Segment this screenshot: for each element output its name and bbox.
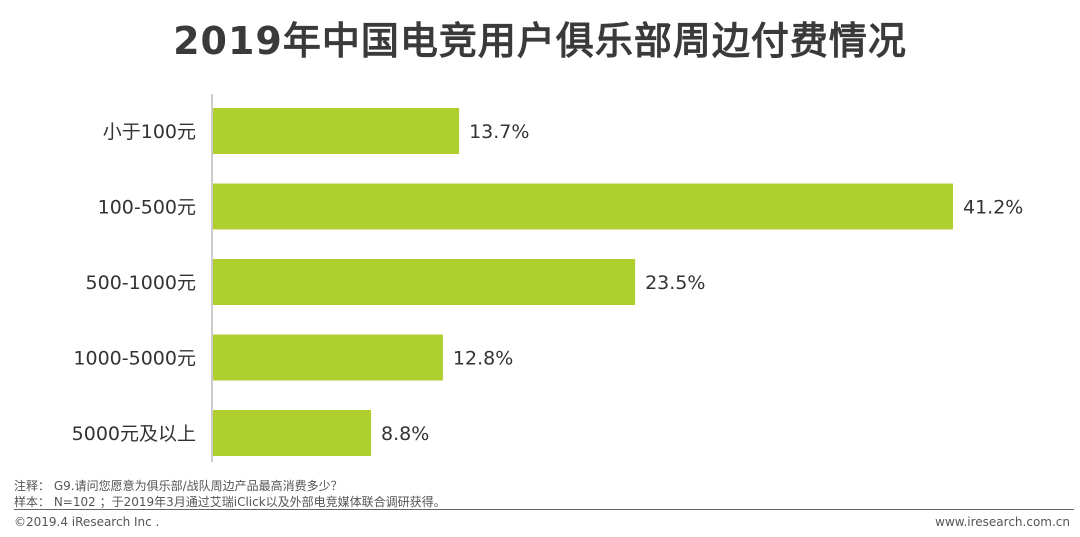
- value-label: 8.8%: [381, 423, 429, 445]
- bar: [213, 108, 460, 154]
- bar: [213, 183, 953, 230]
- website-url: www.iresearch.com.cn: [935, 515, 1070, 529]
- bar: [213, 410, 372, 456]
- chart-title: 2019年中国电竞用户俱乐部周边付费情况: [173, 19, 907, 63]
- category-label: 100-500元: [98, 197, 196, 219]
- chart-note-question: 注释： G9.请问您愿意为俱乐部/战队周边产品最高消费多少？: [14, 479, 343, 493]
- value-label: 23.5%: [645, 272, 705, 294]
- value-label: 13.7%: [469, 121, 529, 143]
- category-label: 1000-5000元: [73, 348, 196, 370]
- category-label: 5000元及以上: [72, 423, 196, 445]
- value-label: 41.2%: [963, 197, 1023, 219]
- bar: [213, 334, 443, 381]
- footer-divider: [14, 509, 1074, 510]
- bar: [213, 259, 636, 305]
- chart-note-sample: 样本： N=102 ；于2019年3月通过艾瑞iClick以及外部电竞媒体联合调…: [14, 495, 446, 509]
- value-label: 12.8%: [453, 348, 513, 370]
- category-label: 小于100元: [103, 121, 196, 143]
- copyright-text: ©2019.4 iResearch Inc .: [14, 515, 160, 529]
- category-label: 500-1000元: [86, 272, 196, 294]
- bar-chart: 小于100元 13.7% 100-500元 41.2% 500-1000元 23.5% 10…: [72, 94, 1023, 462]
